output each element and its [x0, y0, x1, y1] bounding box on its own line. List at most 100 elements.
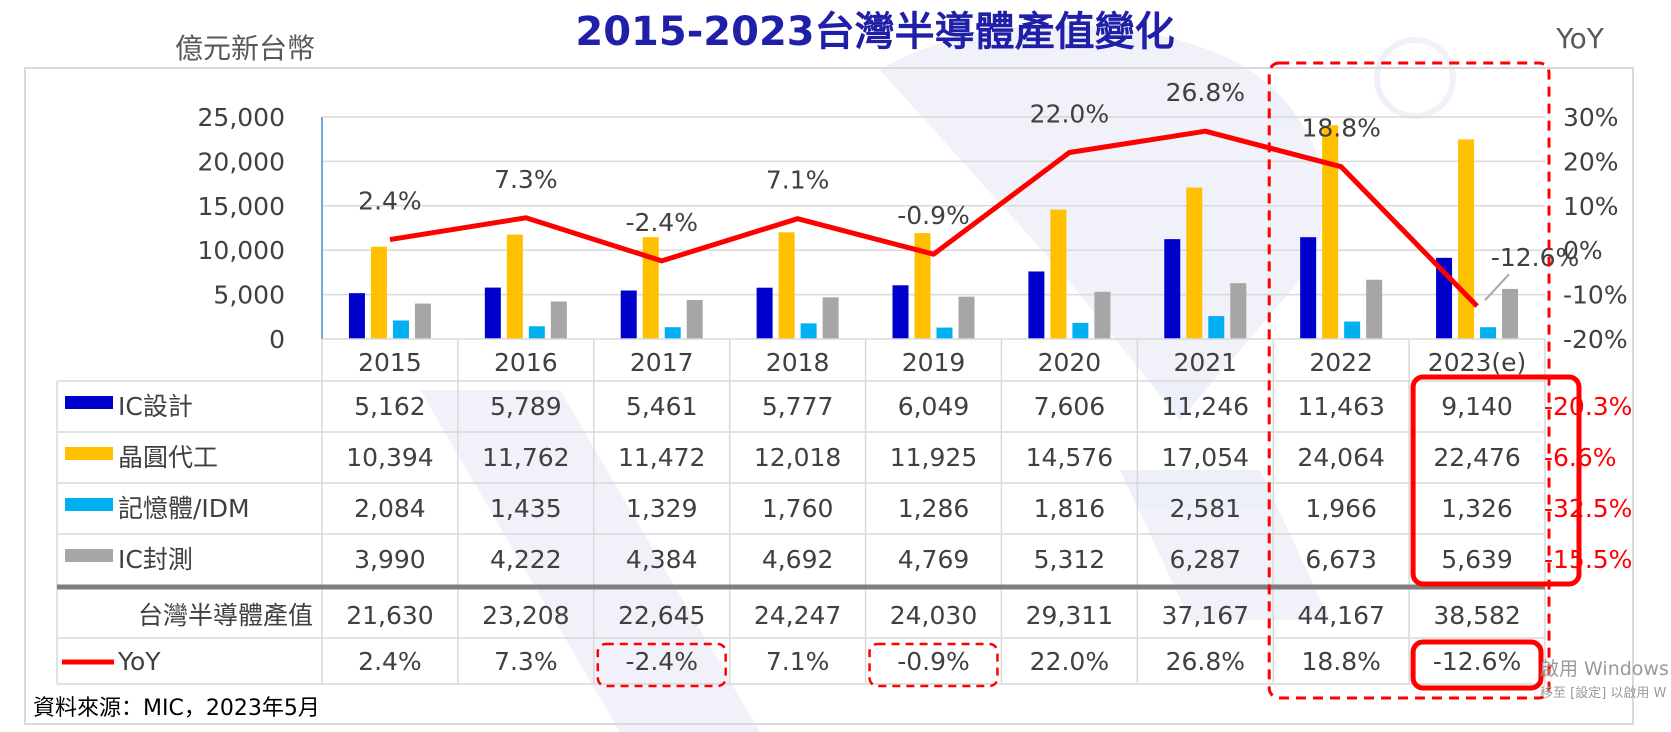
series-name: IC設計	[118, 392, 193, 421]
legend-swatch	[65, 549, 113, 562]
legend-swatch	[65, 447, 113, 460]
table-cell: 3,990	[354, 545, 426, 574]
table-cell: 11,246	[1162, 392, 1249, 421]
yoy-cell: -2.4%	[625, 647, 698, 676]
table-cell: 14,576	[1026, 443, 1113, 472]
table-cell: 6,049	[898, 392, 970, 421]
bar-4	[686, 300, 703, 339]
yoy-cell: -12.6%	[1433, 647, 1521, 676]
table-cell: 24,064	[1297, 443, 1384, 472]
table-cell: 6,287	[1169, 545, 1241, 574]
table-cell: 1,816	[1034, 494, 1106, 523]
series-name: 記憶體/IDM	[118, 494, 250, 523]
yoy-point-label: -0.9%	[897, 201, 970, 230]
yoy-row-label: YoY	[117, 647, 161, 676]
gridlines	[321, 116, 1545, 339]
table-cell: 1,760	[762, 494, 834, 523]
bar-4	[822, 297, 839, 339]
bar-3	[1480, 327, 1497, 339]
bar-4	[1502, 288, 1519, 339]
left-tick-label: 10,000	[198, 236, 285, 265]
category-label: 2018	[766, 348, 830, 377]
total-cell: 38,582	[1433, 601, 1520, 630]
yoy-point-label: 7.3%	[494, 165, 558, 194]
category-label: 2020	[1038, 348, 1102, 377]
table-cell: 5,639	[1441, 545, 1513, 574]
yoy-label-leader	[1484, 273, 1510, 301]
total-row-label: 台灣半導體產值	[138, 601, 313, 630]
table-cell: 2,581	[1169, 494, 1241, 523]
legend-swatch	[65, 396, 113, 409]
table-cell: 1,329	[626, 494, 698, 523]
left-axis-title: 億元新台幣	[175, 32, 315, 65]
table-cell: 4,769	[898, 545, 970, 574]
table-cell: 1,286	[898, 494, 970, 523]
right-tick-label: 30%	[1563, 103, 1619, 132]
bar-3	[1344, 321, 1361, 339]
bar-3	[1072, 322, 1089, 339]
table-cell: 5,777	[762, 392, 834, 421]
bar-2	[1186, 187, 1203, 339]
bar-1	[892, 285, 909, 339]
yoy-point-label: 18.8%	[1301, 114, 1380, 143]
right-axis-ticks: 30% 20% 10% 0% -10% -20%	[1563, 103, 1628, 354]
table-cell: 22,476	[1433, 443, 1520, 472]
table-cell: 17,054	[1162, 443, 1249, 472]
bar-2	[914, 233, 931, 339]
right-axis-title: YoY	[1555, 22, 1605, 55]
bar-2	[370, 246, 387, 339]
bar-3	[528, 326, 545, 339]
table-cell: 5,312	[1034, 545, 1106, 574]
table-cell: 4,692	[762, 545, 834, 574]
table-cell: 6,673	[1305, 545, 1377, 574]
table-cell: 1,326	[1441, 494, 1513, 523]
yoy-cell: 2.4%	[358, 647, 422, 676]
yoy-cell: 22.0%	[1030, 647, 1109, 676]
category-label: 2021	[1173, 348, 1237, 377]
right-tick-label: 0%	[1563, 236, 1603, 265]
segment-yoy-label: -15.5%	[1544, 545, 1632, 574]
highlight-boxes	[596, 61, 1582, 700]
yoy-point-labels: 2.4% 7.3% -2.4% 7.1% -0.9% 22.0% 26.8% 18.8% -12…	[358, 78, 1579, 272]
bars	[348, 125, 1519, 340]
left-tick-label: 15,000	[198, 192, 285, 221]
category-label: 2017	[630, 348, 694, 377]
category-label: 2016	[494, 348, 558, 377]
highlight-2022-2023	[1267, 61, 1551, 700]
bar-2	[506, 234, 523, 339]
yoy-point-label: 7.1%	[766, 166, 830, 195]
yoy-point-label: 2.4%	[358, 187, 422, 216]
yoy-cell: 18.8%	[1301, 647, 1380, 676]
watermark-line2: 移至 [設定] 以啟用 W	[1540, 685, 1667, 701]
yoy-point-label: 22.0%	[1030, 100, 1109, 129]
left-tick-label: 0	[269, 325, 285, 354]
table-cell: 9,140	[1441, 392, 1513, 421]
bar-1	[756, 287, 773, 339]
segment-yoy-label: -20.3%	[1544, 392, 1632, 421]
chart-frame	[24, 67, 1634, 725]
yoy-point-label: -12.6%	[1491, 243, 1579, 272]
yoy-cell: 26.8%	[1166, 647, 1245, 676]
segment-yoy-label: -32.5%	[1544, 494, 1632, 523]
left-tick-label: 20,000	[198, 147, 285, 176]
category-label: 2022	[1309, 348, 1373, 377]
right-tick-label: -20%	[1563, 325, 1628, 354]
category-label: 2019	[902, 348, 966, 377]
left-axis-ticks: 25,000 20,000 15,000 10,000 5,000 0	[198, 103, 285, 354]
highlight-negative-yoy	[868, 642, 999, 688]
total-cell: 29,311	[1026, 601, 1113, 630]
bar-4	[958, 296, 975, 339]
bar-4	[1094, 291, 1111, 339]
table-cell: 10,394	[346, 443, 433, 472]
total-cell: 24,030	[890, 601, 977, 630]
table-cell: 5,461	[626, 392, 698, 421]
total-cell: 24,247	[754, 601, 841, 630]
bar-4	[414, 303, 431, 339]
yoy-cell: -0.9%	[897, 647, 970, 676]
bar-1	[620, 290, 637, 339]
highlight-2023-segments	[1410, 374, 1582, 587]
category-label: 2015	[358, 348, 422, 377]
bar-2	[642, 237, 659, 339]
bar-2	[778, 232, 795, 339]
